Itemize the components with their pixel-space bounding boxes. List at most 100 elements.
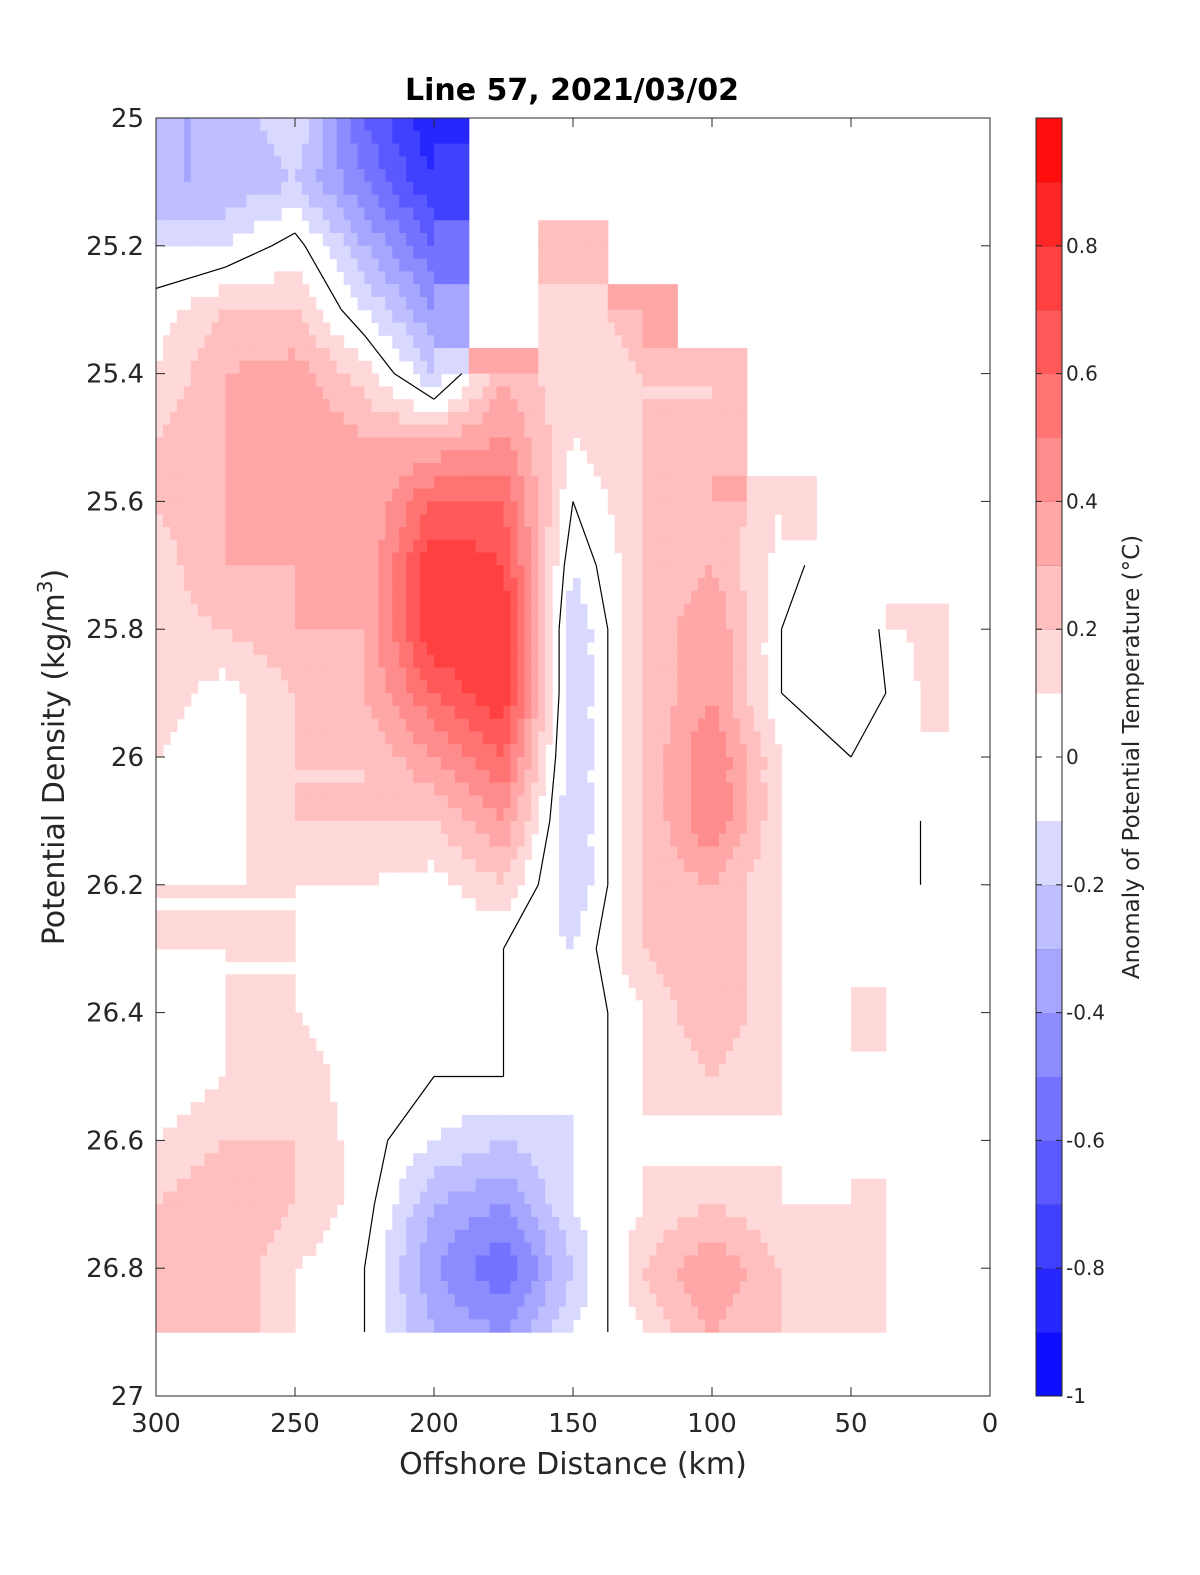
field-cell [656,1063,664,1078]
field-cell [225,974,234,988]
field-cell [760,1063,769,1078]
field-cell [246,718,254,733]
field-cell [621,846,630,860]
field-cell [260,514,268,528]
field-cell [427,808,435,822]
field-cell [399,118,407,132]
field-cell [322,463,331,477]
field-cell [739,654,748,669]
field-cell [378,207,386,221]
field-cell [440,411,449,426]
field-cell [496,463,505,477]
field-cell [579,233,588,247]
field-cell [670,782,678,796]
field-cell [176,118,185,132]
field-cell [753,731,762,745]
field-cell [614,488,623,502]
field-cell [385,118,393,132]
field-cell [712,974,720,988]
field-cell [232,552,240,566]
field-cell [712,820,720,835]
field-cell [725,897,734,911]
field-cell [378,693,386,707]
field-cell [440,348,449,362]
field-cell [176,322,185,336]
field-cell [274,488,282,502]
field-cell [225,309,234,324]
field-cell [670,552,678,566]
field-cell [190,629,199,643]
field-cell [712,526,720,541]
field-cell [468,526,477,541]
field-cell [232,616,240,630]
field-cell [475,1153,484,1167]
field-cell [649,386,657,400]
field-cell [545,654,553,669]
field-cell [232,156,240,170]
field-cell [691,999,699,1014]
field-cell [677,846,685,860]
field-cell [920,718,929,733]
field-cell [628,552,637,566]
field-cell [274,884,282,899]
field-cell [670,284,678,298]
field-cell [301,680,310,694]
field-cell [732,744,741,758]
field-cell [718,424,727,439]
field-cell [670,501,678,515]
field-cell [461,769,470,784]
field-cell [767,897,776,911]
field-cell [246,1102,254,1116]
field-cell [670,833,678,848]
field-cell [642,859,651,873]
field-cell [336,463,345,477]
field-cell [420,744,428,758]
field-cell [621,808,630,822]
field-cell [642,526,651,541]
field-cell [517,629,525,643]
field-cell [162,641,171,656]
field-cell [656,1025,664,1039]
field-cell [434,667,442,681]
field-cell [385,680,393,694]
field-cell [378,744,386,758]
field-cell [691,680,699,694]
field-cell [156,399,164,413]
field-cell [357,399,366,413]
field-cell [510,437,518,451]
field-cell [225,373,234,387]
field-cell [705,411,713,426]
field-cell [162,629,171,643]
field-cell [510,386,518,400]
field-cell [461,578,470,592]
field-cell [566,744,574,758]
field-cell [371,820,379,835]
field-cell [586,220,595,234]
field-cell [288,322,296,336]
field-cell [656,322,664,336]
field-cell [621,795,630,809]
field-cell [357,514,366,528]
field-cell [315,156,324,170]
field-cell [156,143,164,157]
field-cell [253,795,261,809]
field-cell [461,1153,470,1167]
field-cell [434,731,442,745]
field-cell [593,258,602,272]
field-cell [253,987,261,1001]
field-cell [156,680,164,694]
field-cell [274,923,282,937]
field-cell [434,501,442,515]
field-cell [454,501,463,515]
field-cell [162,935,171,950]
field-cell [739,1102,748,1116]
field-cell [371,846,379,860]
field-cell [225,284,234,298]
field-cell [642,335,651,349]
field-cell [371,411,379,426]
field-cell [461,565,470,579]
field-cell [468,552,477,566]
field-cell [725,833,734,848]
field-cell [427,718,435,733]
field-cell [503,501,512,515]
